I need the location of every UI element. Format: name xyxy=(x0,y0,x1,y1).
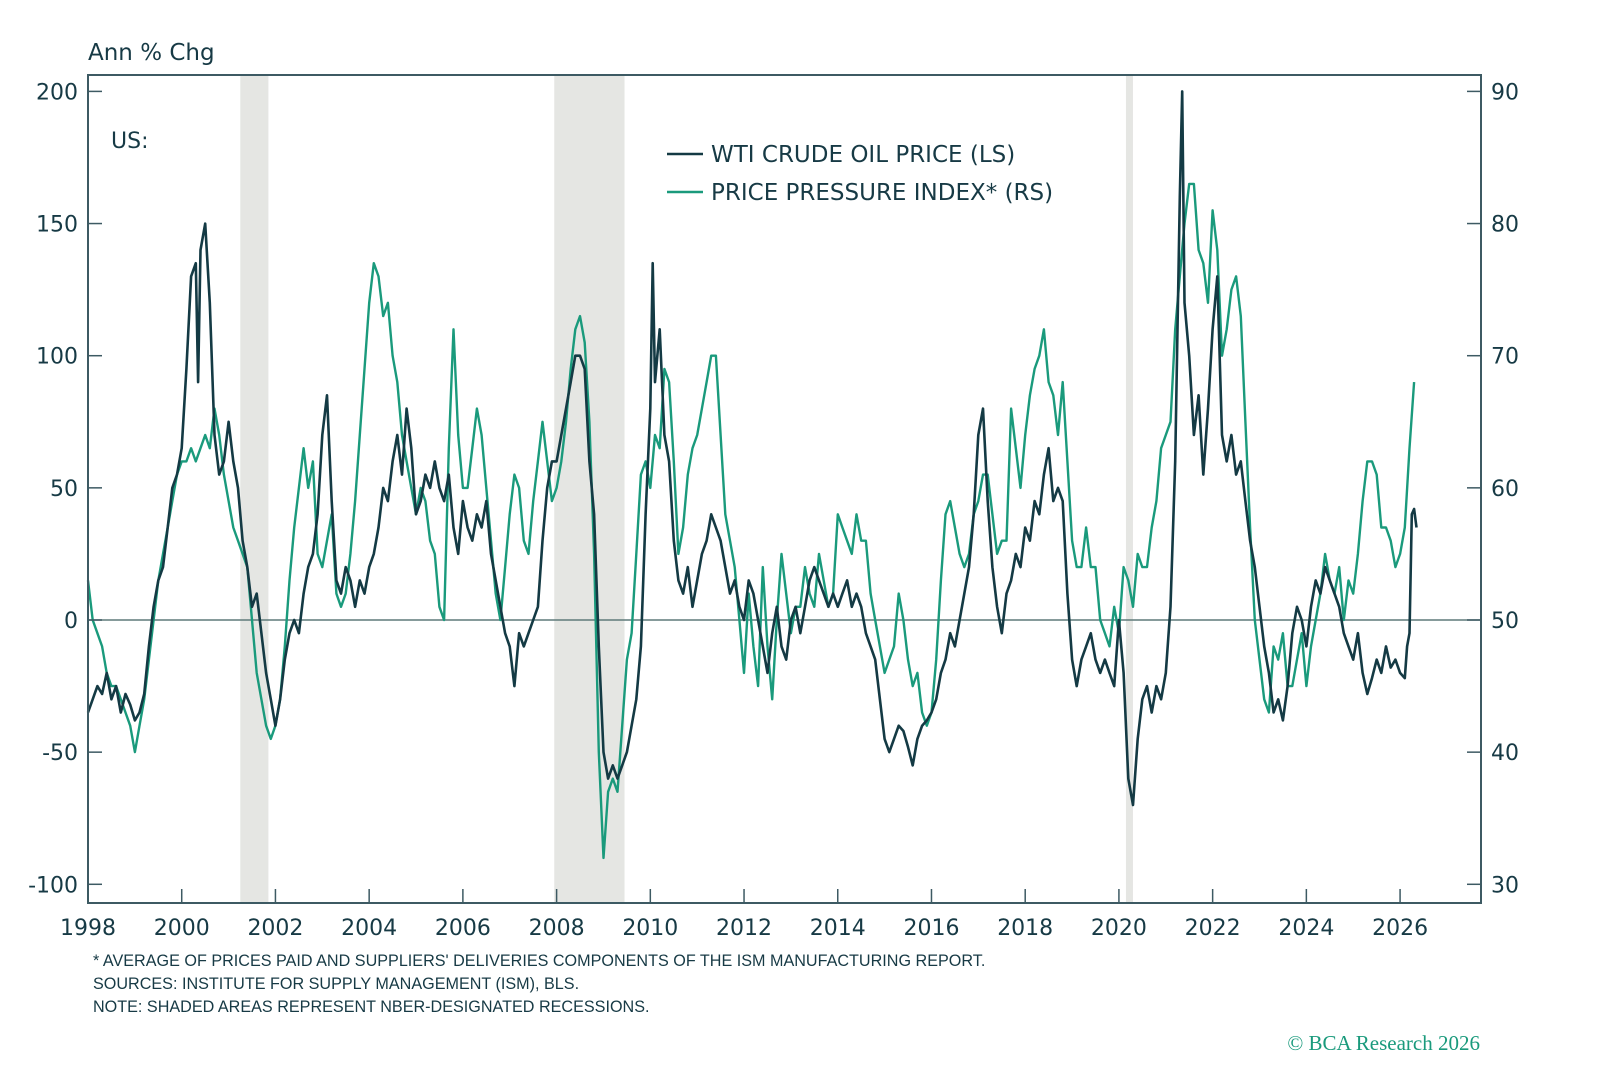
recession-band-0 xyxy=(240,75,269,903)
legend-label-wti: WTI CRUDE OIL PRICE (LS) xyxy=(711,142,1015,168)
right-tick-label: 70 xyxy=(1491,345,1519,370)
copyright: © BCA Research 2026 xyxy=(1287,1031,1480,1055)
x-tick-label: 2020 xyxy=(1091,916,1147,941)
left-axis: -100 -50 0 50 100 150 200 xyxy=(28,80,102,898)
axes xyxy=(87,74,1482,904)
legend: WTI CRUDE OIL PRICE (LS) PRICE PRESSURE … xyxy=(667,142,1053,206)
left-tick-label: 0 xyxy=(64,609,78,634)
left-tick-label: -50 xyxy=(42,741,78,766)
right-tick-label: 30 xyxy=(1491,873,1519,898)
x-tick-label: 2006 xyxy=(435,916,491,941)
footnote-sources: SOURCES: INSTITUTE FOR SUPPLY MANAGEMENT… xyxy=(93,975,580,993)
left-tick-label: 100 xyxy=(36,345,78,370)
x-tick-label: 2010 xyxy=(622,916,678,941)
legend-label-price-pressure: PRICE PRESSURE INDEX* (RS) xyxy=(711,180,1053,206)
legend-item-price-pressure: PRICE PRESSURE INDEX* (RS) xyxy=(667,180,1053,206)
right-tick-label: 60 xyxy=(1491,477,1519,502)
right-tick-label: 80 xyxy=(1491,213,1519,238)
x-tick-label: 2000 xyxy=(154,916,210,941)
left-tick-label: 200 xyxy=(36,80,78,105)
x-tick-label: 2018 xyxy=(997,916,1053,941)
right-tick-label: 90 xyxy=(1491,80,1519,105)
recession-shading-group xyxy=(240,75,1133,903)
x-tick-label: 2026 xyxy=(1372,916,1428,941)
x-tick-label: 2012 xyxy=(716,916,772,941)
left-tick-label: 150 xyxy=(36,213,78,238)
x-tick-label: 2014 xyxy=(810,916,866,941)
footnote-definition: * AVERAGE OF PRICES PAID AND SUPPLIERS' … xyxy=(93,952,986,970)
x-tick-label: 1998 xyxy=(60,916,116,941)
right-axis: 30 40 50 60 70 80 90 xyxy=(1467,80,1519,898)
left-axis-title: Ann % Chg xyxy=(88,40,215,66)
recession-band-2 xyxy=(1125,75,1133,903)
series-line-price-pressure xyxy=(86,182,1416,860)
x-tick-label: 2022 xyxy=(1185,916,1241,941)
right-tick-label: 40 xyxy=(1491,741,1519,766)
left-tick-label: 50 xyxy=(50,477,78,502)
series-line-wti xyxy=(86,90,1418,807)
legend-item-wti: WTI CRUDE OIL PRICE (LS) xyxy=(667,142,1015,168)
left-tick-label: -100 xyxy=(28,873,78,898)
x-axis: 1998 2000 2002 2004 2006 2008 2010 2012 2014 2016… xyxy=(60,889,1428,941)
x-tick-label: 2008 xyxy=(529,916,585,941)
right-tick-label: 50 xyxy=(1491,609,1519,634)
x-tick-label: 2024 xyxy=(1278,916,1334,941)
footnote-note: NOTE: SHADED AREAS REPRESENT NBER-DESIGN… xyxy=(93,998,650,1016)
x-tick-label: 2004 xyxy=(341,916,397,941)
region-label: US: xyxy=(111,129,148,154)
plot-frame xyxy=(87,74,1482,904)
x-tick-label: 2002 xyxy=(247,916,303,941)
series-layer xyxy=(86,90,1418,860)
x-tick-label: 2016 xyxy=(903,916,959,941)
